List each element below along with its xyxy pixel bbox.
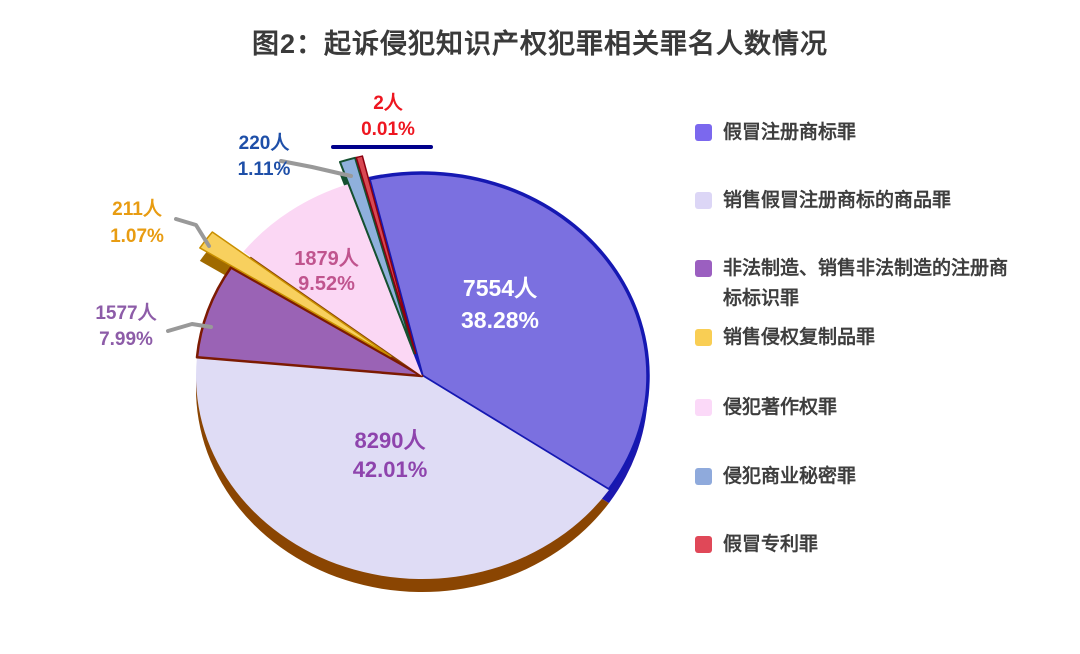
legend-item-infringing-copies: 销售侵权复制品罪 bbox=[695, 323, 875, 353]
legend-label: 销售假冒注册商标的商品罪 bbox=[723, 190, 952, 211]
legend-swatch-icon bbox=[695, 399, 712, 416]
legend-item-illegal-trademark-signs: 非法制造、销售非法制造的注册商标标识罪 bbox=[695, 254, 1018, 314]
pie-slice-layer bbox=[195, 155, 650, 579]
pie-slice-0 bbox=[367, 171, 650, 492]
leader-lines bbox=[166, 145, 433, 333]
legend-swatch-icon bbox=[695, 468, 712, 485]
legend-swatch-icon bbox=[695, 260, 712, 277]
legend-swatch-icon bbox=[695, 329, 712, 346]
legend-item-counterfeit-trademark: 假冒注册商标罪 bbox=[695, 118, 856, 148]
pie-slice-1 bbox=[196, 357, 609, 579]
pie-slice-2 bbox=[195, 266, 424, 378]
legend-label: 侵犯著作权罪 bbox=[723, 397, 838, 418]
pie-slice-6 bbox=[355, 155, 417, 355]
legend-swatch-icon bbox=[695, 124, 712, 141]
leader-line-220 bbox=[279, 159, 353, 178]
pie-slice-4 bbox=[243, 184, 422, 376]
legend-label: 非法制造、销售非法制造的注册商标标识罪 bbox=[723, 258, 1009, 309]
legend-item-selling-counterfeit-goods: 销售假冒注册商标的商品罪 bbox=[695, 186, 951, 216]
legend-label: 假冒专利罪 bbox=[723, 534, 819, 555]
leader-line-211 bbox=[174, 217, 211, 248]
chart-title: 图2：起诉侵犯知识产权犯罪相关罪名人数情况 bbox=[251, 29, 828, 59]
legend-item-trade-secrets: 侵犯商业秘密罪 bbox=[695, 462, 856, 492]
legend-label: 销售侵权复制品罪 bbox=[723, 327, 876, 348]
legend-item-copyright: 侵犯著作权罪 bbox=[695, 393, 837, 423]
leader-line-1577 bbox=[166, 322, 213, 333]
legend-item-patent: 假冒专利罪 bbox=[695, 530, 818, 560]
legend-swatch-icon bbox=[695, 536, 712, 553]
legend-label: 假冒注册商标罪 bbox=[723, 122, 857, 143]
legend-swatch-icon bbox=[695, 192, 712, 209]
pie-slice-5 bbox=[338, 156, 416, 355]
legend-label: 侵犯商业秘密罪 bbox=[723, 466, 857, 487]
